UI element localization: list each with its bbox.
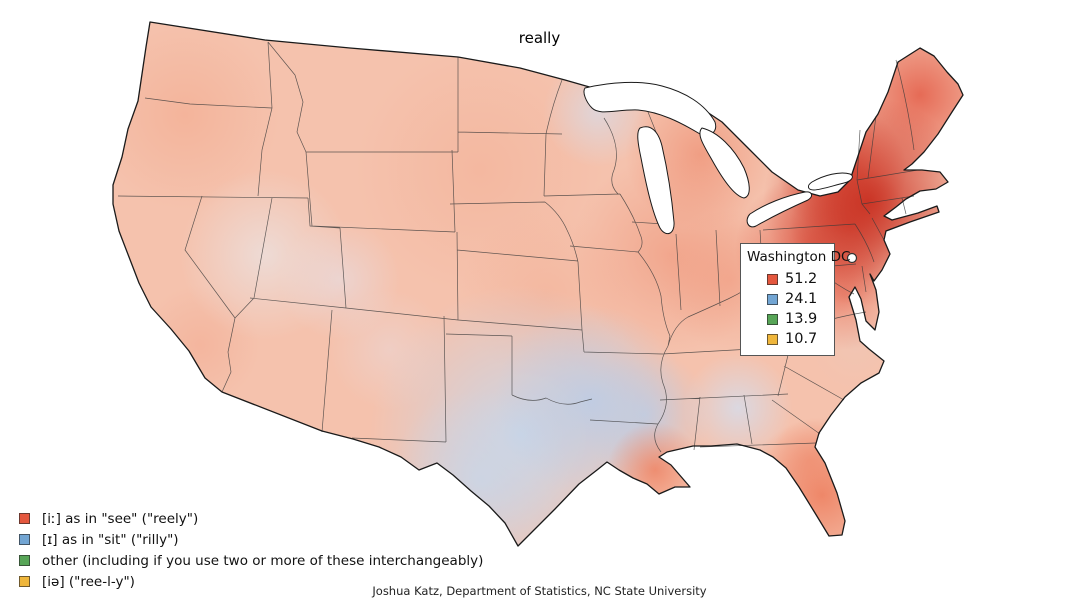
red-swatch [19,513,30,524]
tooltip-value: 24.1 [785,291,818,307]
lake-michigan [637,126,675,235]
tooltip-value: 13.9 [785,311,818,327]
legend-label: [iː] as in "see" ("reely") [42,510,199,527]
tooltip-row: 10.7 [741,329,834,349]
blue-swatch [19,534,30,545]
tooltip-row: 24.1 [741,289,834,309]
yellow-swatch [19,576,30,587]
legend-label: [iə] ("ree-l-y") [42,573,135,590]
state-borders [117,41,919,453]
green-swatch [19,555,30,566]
tooltip-row: 51.2 [741,269,834,289]
lake-erie [746,191,813,228]
blue-swatch [767,293,778,305]
great-lakes [583,81,853,235]
tooltip-value: 51.2 [785,271,818,287]
lake-ontario [807,172,853,191]
attribution-caption: Joshua Katz, Department of Statistics, N… [372,584,707,598]
lake-huron [699,127,750,199]
legend-item: [iː] as in "see" ("reely") [19,508,483,529]
legend-label: [ɪ] as in "sit" ("rilly") [42,531,179,548]
legend-label: other (including if you use two or more … [42,552,484,569]
tooltip-value: 10.7 [785,331,818,347]
tooltip-city-name: Washington DC [747,249,851,265]
yellow-swatch [767,333,778,345]
city-marker-washington-dc[interactable] [846,252,858,264]
green-swatch [767,313,778,325]
answer-legend: [iː] as in "see" ("reely") [ɪ] as in "si… [19,508,483,592]
legend-item: [iə] ("ree-l-y") [19,571,483,592]
city-tooltip: Washington DC 51.2 24.1 13.9 10.7 [740,243,851,356]
tooltip-row: 13.9 [741,309,834,329]
legend-item: [ɪ] as in "sit" ("rilly") [19,529,483,550]
legend-item: other (including if you use two or more … [19,550,483,571]
map-title: really [518,29,561,47]
red-swatch [767,273,778,285]
